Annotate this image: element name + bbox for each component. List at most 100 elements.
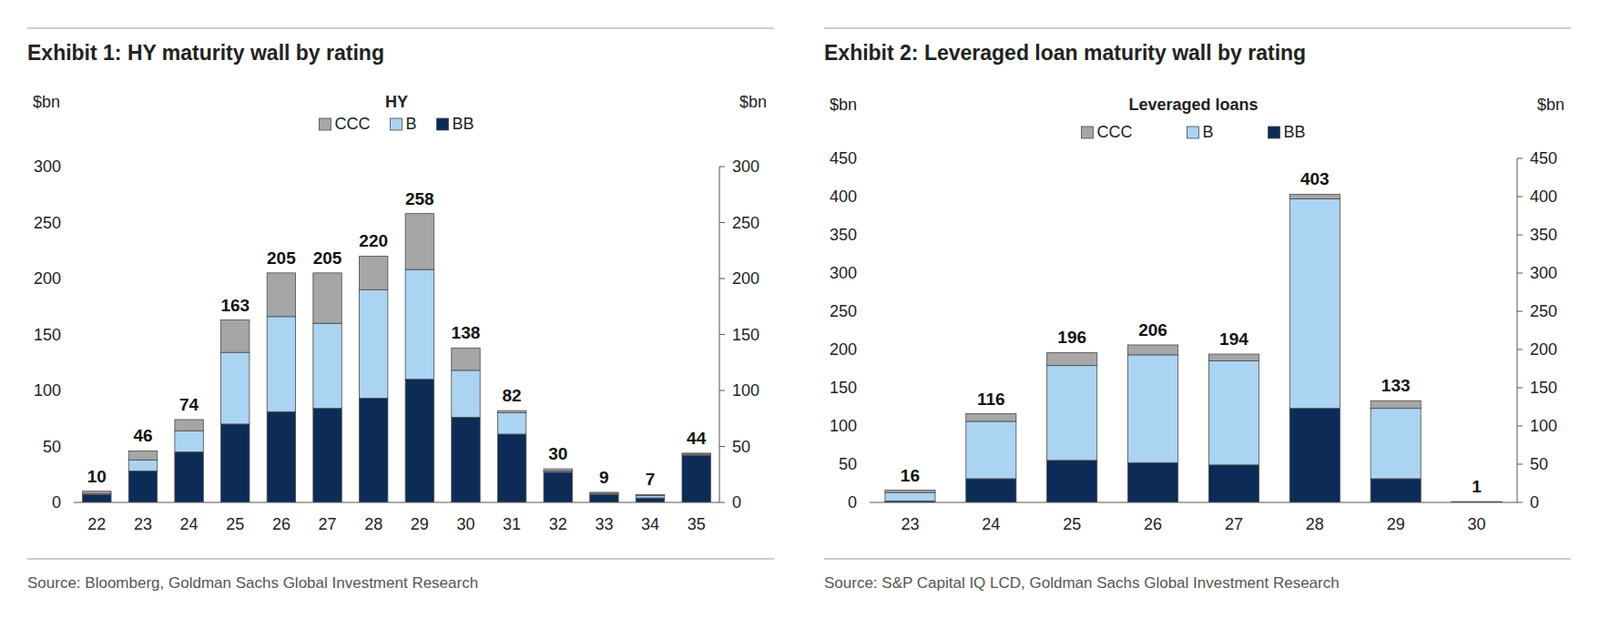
bar-segment <box>405 214 434 271</box>
bar-segment <box>966 478 1017 503</box>
y2-tick-label: 200 <box>1529 340 1558 359</box>
x-tick-label: 30 <box>456 515 475 534</box>
x-tick-label: 23 <box>900 515 919 534</box>
y-tick-label: 450 <box>829 149 857 168</box>
y2-tick <box>1517 273 1523 275</box>
top-rule <box>27 28 775 30</box>
bar-segment <box>682 453 711 455</box>
bar-segment <box>1289 408 1340 503</box>
data-label: 116 <box>977 389 1006 409</box>
y-tick-label: 250 <box>33 214 62 233</box>
bar-segment <box>174 430 204 452</box>
y2-tick <box>1517 234 1523 236</box>
y2-tick <box>719 502 725 504</box>
bar-segment <box>635 498 664 503</box>
y2-tick-label: 100 <box>732 381 760 400</box>
y-tick-label: 150 <box>33 326 62 345</box>
bar-segment <box>82 494 112 503</box>
bar-segment <box>82 491 112 494</box>
bar-segment <box>1208 361 1259 466</box>
bar-segment <box>1208 465 1259 503</box>
bar-segment <box>313 408 342 503</box>
y-tick-label: 50 <box>838 455 857 474</box>
y-tick-label: 0 <box>847 493 857 512</box>
y2-tick <box>1517 464 1523 466</box>
bar-segment <box>221 320 250 354</box>
x-tick-label: 24 <box>180 515 199 534</box>
bar-segment <box>1208 354 1259 362</box>
data-label: 206 <box>1138 320 1168 340</box>
data-label: 7 <box>645 469 656 490</box>
bar-segment <box>405 269 434 380</box>
legend-swatch <box>389 118 402 131</box>
x-tick-label: 32 <box>549 515 568 534</box>
x-tick-label: 23 <box>133 515 153 534</box>
bars <box>885 193 1502 503</box>
y-tick-label: 50 <box>42 438 62 457</box>
y2-tick <box>1517 311 1523 313</box>
data-label: 1 <box>1471 477 1482 497</box>
y2-tick-label: 50 <box>732 438 751 457</box>
legend-label: BB <box>1284 122 1306 142</box>
y2-axis-label: $bn <box>1537 95 1565 114</box>
bar-segment <box>682 455 711 503</box>
bar-segment <box>1128 345 1179 356</box>
legend-swatch <box>437 118 449 131</box>
bar-segment <box>313 323 342 408</box>
y2-tick-label: 0 <box>1529 493 1539 512</box>
bar-segment <box>221 424 250 503</box>
x-tick-label: 24 <box>981 515 1000 534</box>
bar-segment <box>1047 366 1098 461</box>
data-label: 205 <box>313 248 343 268</box>
data-label: 9 <box>599 468 610 488</box>
bar-segment <box>590 494 619 503</box>
y-tick-label: 100 <box>829 417 857 436</box>
y-tick-label: 300 <box>33 157 62 176</box>
y-tick-label: 100 <box>33 381 62 400</box>
bar-segment <box>266 411 296 503</box>
y2-tick <box>719 278 725 280</box>
bar-segment <box>266 273 296 317</box>
x-tick-label: 28 <box>1305 515 1325 534</box>
y-tick-label: 350 <box>829 225 857 245</box>
data-label: 30 <box>548 444 568 464</box>
bar-segment <box>543 468 572 471</box>
bar-segment <box>1289 199 1340 409</box>
x-tick-label: 29 <box>410 515 429 534</box>
bar-segment <box>966 414 1017 422</box>
x-tick-label: 25 <box>225 515 245 534</box>
x-tick-label: 35 <box>687 515 706 534</box>
legend: CCCBBB <box>1080 122 1305 142</box>
bar-segment <box>128 450 157 460</box>
y2-tick-label: 150 <box>1529 378 1558 398</box>
data-label: 220 <box>358 231 388 251</box>
bar-segment <box>1047 352 1098 366</box>
y2-tick-label: 250 <box>1529 302 1558 321</box>
data-label: 10 <box>87 467 107 487</box>
bar-segment <box>590 492 619 494</box>
x-tick-label: 33 <box>594 515 613 534</box>
legend-swatch <box>1080 126 1093 139</box>
legend-label: CCC <box>334 114 370 133</box>
bar-segment <box>358 289 388 398</box>
y-tick-label: 0 <box>51 493 62 512</box>
y-axis-label: $bn <box>829 95 857 114</box>
y-tick-label: 400 <box>829 187 857 206</box>
chart-root: Exhibit 1: HY maturity wall by ratingHYS… <box>0 0 1600 618</box>
x-tick-label: 28 <box>364 515 383 534</box>
y2-tick <box>1517 196 1523 198</box>
data-label: 138 <box>451 323 481 343</box>
chart-panel: Exhibit 1: HY maturity wall by ratingHYS… <box>27 28 775 592</box>
bar-segment <box>128 471 157 503</box>
x-tick-label: 30 <box>1467 515 1487 534</box>
x-tick-label: 25 <box>1062 515 1081 534</box>
legend-swatch <box>1186 126 1199 139</box>
title: Exhibit 2: Leveraged loan maturity wall … <box>824 40 1306 65</box>
y-tick-label: 250 <box>829 302 857 321</box>
y2-tick-label: 50 <box>1529 455 1549 474</box>
bottom-rule <box>27 559 775 561</box>
bar-segment <box>543 472 572 503</box>
x-tick-label: 22 <box>87 515 106 534</box>
y2-tick-label: 250 <box>732 214 760 233</box>
legend-label: B <box>1202 122 1213 142</box>
